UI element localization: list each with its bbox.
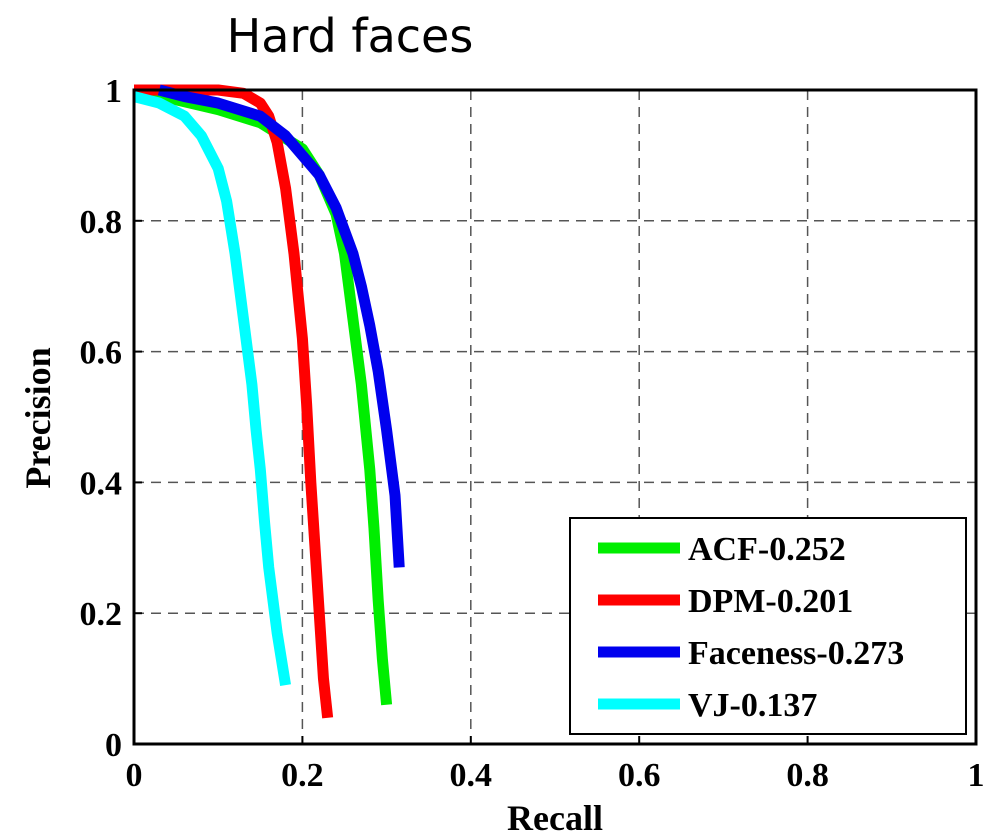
legend-label: ACF-0.252 — [688, 531, 846, 568]
x-tick-label: 0 — [126, 757, 143, 794]
series-layer — [132, 84, 405, 719]
x-tick-label: 0.4 — [450, 757, 493, 794]
grid-lines — [134, 90, 976, 744]
series-line — [134, 84, 334, 719]
series-line — [157, 84, 405, 568]
chart-title: Hard faces — [227, 9, 474, 63]
x-tick-label: 0.8 — [786, 757, 829, 794]
x-tick-label: 0.2 — [281, 757, 324, 794]
legend: ACF-0.252 DPM-0.201 Faceness-0.273 VJ-0.137 — [569, 517, 967, 735]
legend-box — [569, 517, 967, 735]
plot-frame — [132, 88, 978, 746]
y-tick-label: 0.2 — [80, 596, 123, 633]
x-tick-label: 1 — [968, 757, 985, 794]
y-tick-label: 0.4 — [80, 465, 123, 502]
series-line — [133, 91, 393, 706]
y-tick-labels: 0 0.2 0.4 0.6 0.8 1 — [80, 73, 123, 764]
y-axis-label: Precision — [18, 347, 58, 488]
series-line — [132, 91, 291, 687]
y-tick-label: 0.6 — [80, 335, 123, 372]
legend-label: Faceness-0.273 — [688, 635, 904, 672]
legend-label: VJ-0.137 — [688, 687, 817, 724]
y-tick-label: 0.8 — [80, 204, 123, 241]
tick-marks — [133, 89, 977, 745]
x-tick-labels: 0 0.2 0.4 0.6 0.8 1 — [126, 757, 985, 794]
x-tick-label: 0.6 — [618, 757, 661, 794]
legend-label: DPM-0.201 — [688, 583, 853, 620]
y-tick-label: 0 — [105, 727, 122, 764]
x-axis-label: Recall — [507, 798, 603, 836]
y-tick-label: 1 — [105, 73, 122, 110]
